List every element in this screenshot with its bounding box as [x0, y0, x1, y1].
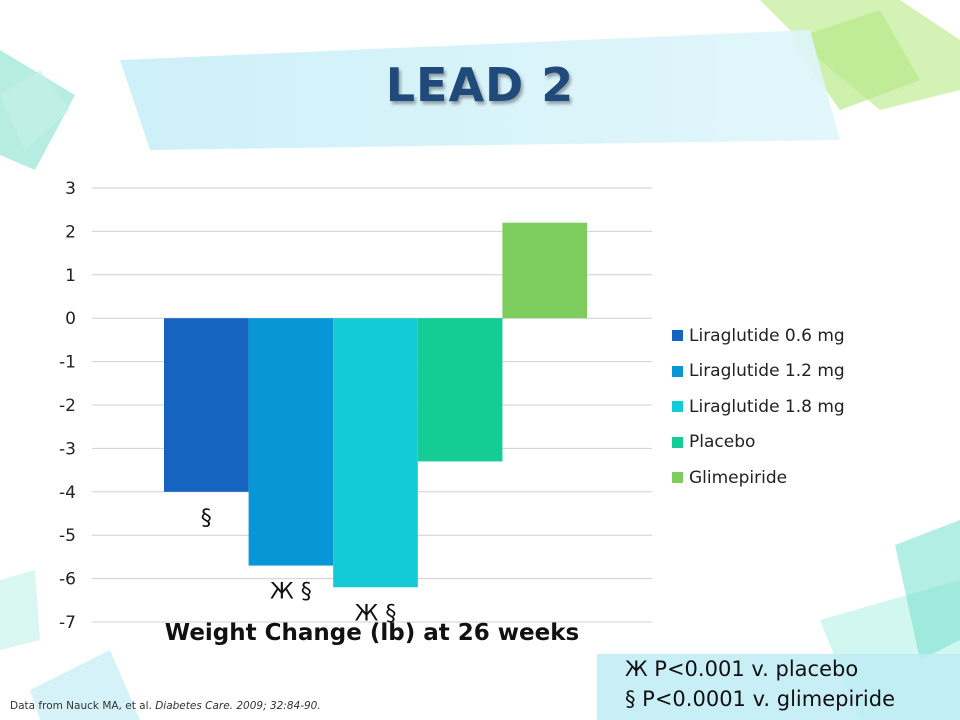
y-tick-label: 3	[65, 179, 76, 199]
bar-annotation: Ж §	[355, 601, 397, 626]
y-tick-label: -5	[59, 526, 76, 546]
footnotes-box: Ж P<0.001 v. placebo § P<0.0001 v. glime…	[597, 654, 960, 720]
y-tick-label: -7	[59, 613, 76, 633]
y-axis-ticks: 3 2 1 0 -1 -2 -3 -4 -5 -6 -7	[59, 179, 76, 633]
legend-swatch	[672, 330, 683, 342]
bar-glimepiride	[502, 222, 587, 319]
y-tick-label: -1	[59, 353, 76, 373]
bar-annotation: Ж §	[270, 580, 312, 605]
legend-item: Liraglutide 1.2 mg	[672, 354, 845, 390]
y-tick-label: 0	[65, 309, 76, 329]
legend-label: Liraglutide 1.8 mg	[689, 396, 845, 417]
footnote-placebo: Ж P<0.001 v. placebo	[625, 657, 859, 681]
legend-swatch	[672, 472, 683, 484]
x-axis-label: Weight Change (lb) at 26 weeks	[164, 620, 580, 646]
y-tick-label: -2	[59, 396, 76, 416]
legend-item: Glimepiride	[672, 460, 845, 496]
chart-legend: Liraglutide 0.6 mg Liraglutide 1.2 mg Lira…	[672, 318, 845, 496]
y-tick-label: 1	[65, 266, 76, 286]
legend-item: Liraglutide 1.8 mg	[672, 389, 845, 425]
y-tick-label: 2	[65, 222, 76, 242]
citation: Data from Nauck MA, et al. Diabetes Care…	[10, 700, 321, 712]
citation-journal: Diabetes Care. 2009; 32:84-90.	[155, 700, 321, 712]
legend-label: Liraglutide 0.6 mg	[689, 325, 845, 346]
slide-title: LEAD 2	[385, 58, 575, 112]
citation-prefix: Data from Nauck MA, et al.	[10, 700, 156, 712]
legend-swatch	[672, 436, 683, 448]
bar-annotations: § Ж § Ж §	[201, 506, 397, 626]
bar-placebo	[417, 318, 503, 462]
legend-swatch	[672, 365, 683, 377]
title-banner	[120, 30, 840, 150]
footnote-glimepiride: § P<0.0001 v. glimepiride	[625, 687, 895, 711]
bar-liraglutide-1-2-mg	[248, 318, 334, 566]
legend-swatch	[672, 401, 683, 413]
legend-label: Liraglutide 1.2 mg	[689, 361, 845, 382]
bar-liraglutide-1-8-mg	[333, 318, 418, 588]
bar-liraglutide-0-6-mg	[164, 318, 249, 492]
legend-label: Placebo	[689, 432, 756, 453]
y-tick-label: -6	[59, 570, 76, 590]
y-tick-label: -4	[59, 483, 76, 503]
legend-label: Glimepiride	[689, 467, 788, 488]
legend-item: Liraglutide 0.6 mg	[672, 318, 845, 354]
bar-annotation: §	[201, 506, 212, 531]
y-tick-label: -3	[59, 439, 76, 459]
legend-item: Placebo	[672, 425, 845, 461]
bars	[164, 222, 587, 588]
